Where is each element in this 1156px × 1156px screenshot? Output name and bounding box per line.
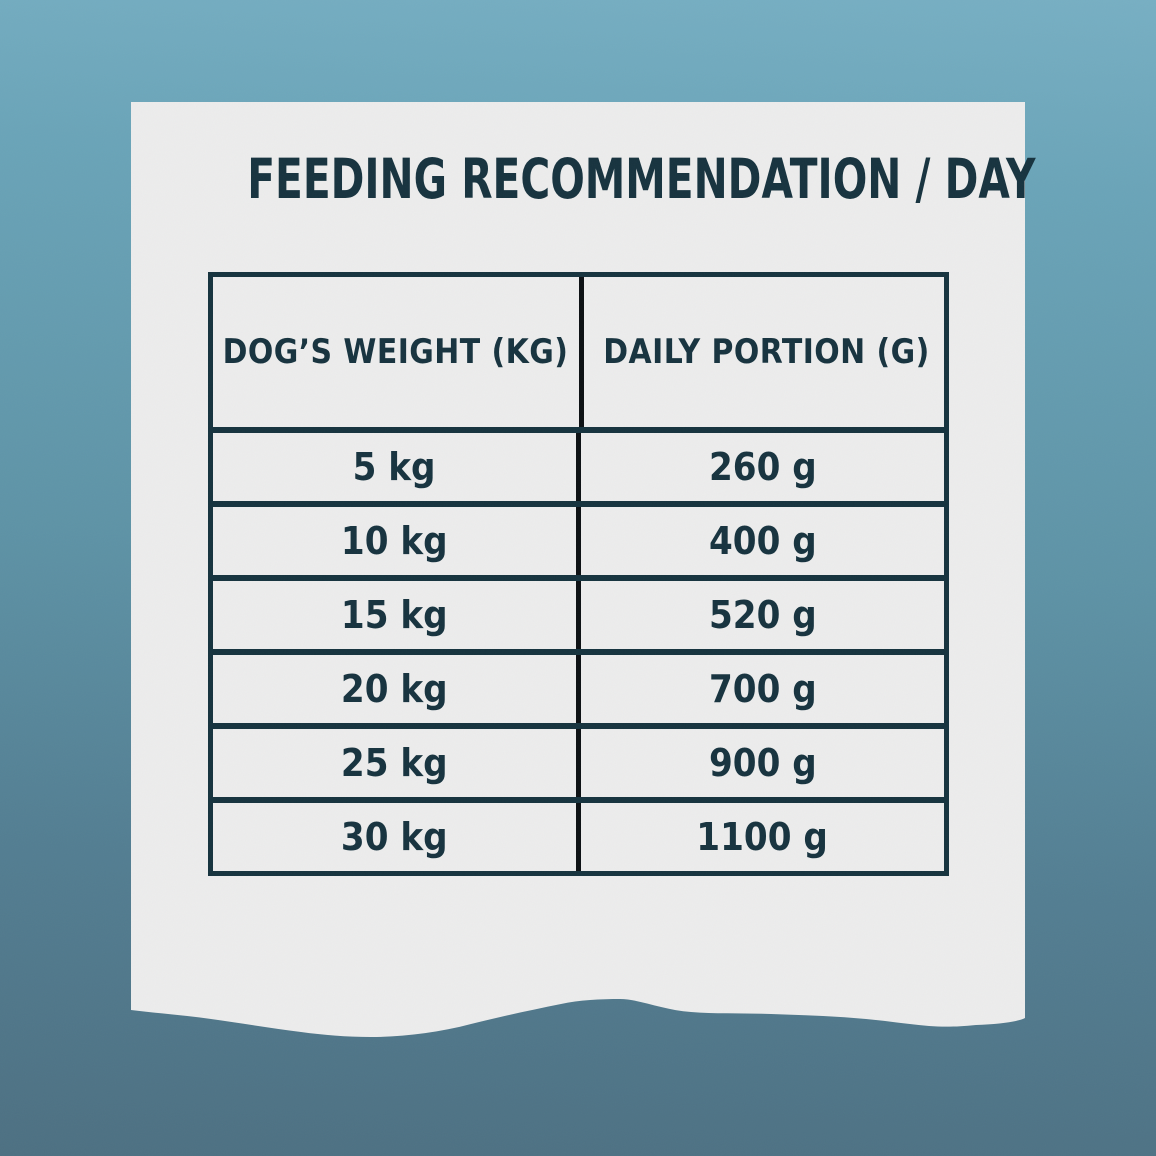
table-row: 25 kg 900 g <box>213 723 944 797</box>
label-content: FEEDING RECOMMENDATION / DAY DOG’S WEIGH… <box>131 102 1036 1042</box>
portion-cell: 400 g <box>576 507 944 575</box>
portion-cell: 900 g <box>576 729 944 797</box>
weight-cell: 15 kg <box>341 593 448 637</box>
column-header-weight: DOG’S WEIGHT (KG) <box>222 332 569 372</box>
weight-cell: 25 kg <box>341 741 448 785</box>
table-row: 15 kg 520 g <box>213 575 944 649</box>
column-header-portion: DAILY PORTION (G) <box>578 277 950 427</box>
weight-cell: 30 kg <box>341 815 448 859</box>
weight-cell: 20 kg <box>341 667 448 711</box>
portion-cell: 260 g <box>576 433 944 501</box>
table-header-row: DOG’S WEIGHT (KG) DAILY PORTION (G) <box>213 277 944 427</box>
weight-cell: 10 kg <box>341 519 448 563</box>
page-title: FEEDING RECOMMENDATION / DAY <box>247 147 1036 211</box>
feeding-table: DOG’S WEIGHT (KG) DAILY PORTION (G) 5 kg… <box>208 272 949 876</box>
portion-cell: 1100 g <box>576 803 944 871</box>
table-row: 10 kg 400 g <box>213 501 944 575</box>
portion-cell: 700 g <box>576 655 944 723</box>
weight-cell: 5 kg <box>353 445 436 489</box>
portion-cell: 520 g <box>576 581 944 649</box>
table-row: 30 kg 1100 g <box>213 797 944 871</box>
table-row: 5 kg 260 g <box>213 427 944 501</box>
table-row: 20 kg 700 g <box>213 649 944 723</box>
